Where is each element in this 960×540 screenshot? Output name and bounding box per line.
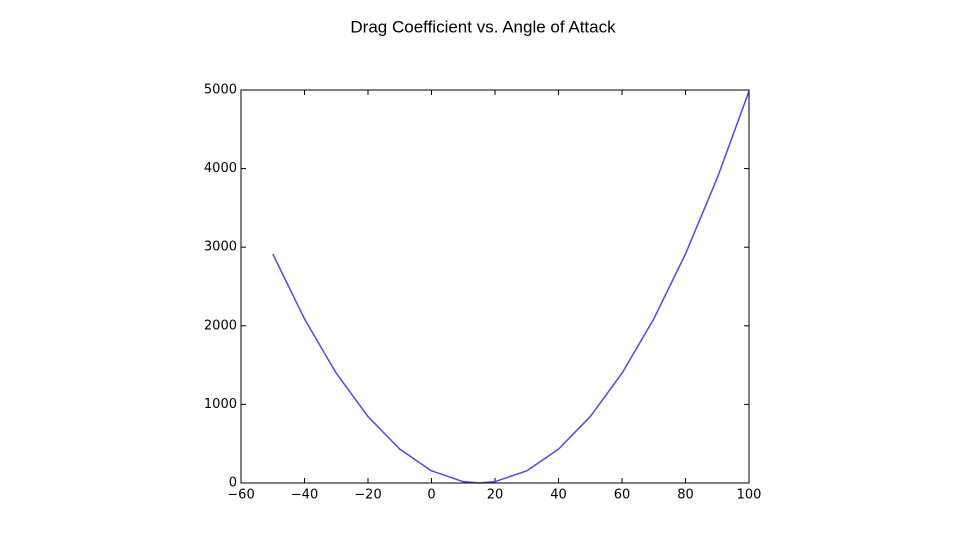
x-tick-label: 0 [427, 488, 435, 503]
x-tick-label: 60 [614, 488, 631, 503]
x-tick-label: 100 [737, 488, 762, 503]
y-tick-label: 5000 [204, 83, 237, 98]
y-tick-label: 0 [229, 476, 237, 491]
x-tick-label: −40 [291, 488, 318, 503]
y-tick-label: 1000 [204, 397, 237, 412]
line [272, 90, 750, 484]
x-tick-label: 80 [677, 488, 694, 503]
x-tick-label: −20 [354, 488, 381, 503]
y-tick-label: 4000 [204, 161, 237, 176]
x-tick-label: −60 [227, 488, 254, 503]
x-tick-label: 20 [487, 488, 504, 503]
plot-frame [240, 89, 750, 484]
chart-title: Drag Coefficient vs. Angle of Attack [350, 17, 616, 36]
y-tick-label: 3000 [204, 240, 237, 255]
y-tick-label: 2000 [204, 318, 237, 333]
x-tick-label: 40 [550, 488, 567, 503]
